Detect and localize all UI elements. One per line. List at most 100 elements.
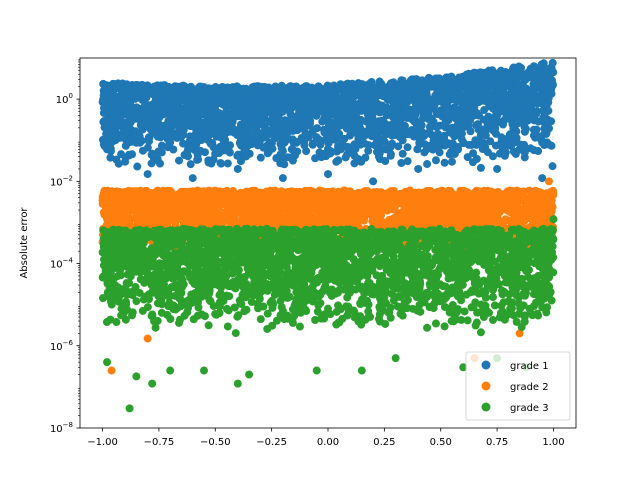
grade-1-point xyxy=(545,83,554,92)
grade-2-point xyxy=(251,186,260,195)
grade-1-point xyxy=(206,123,215,132)
grade-1-point xyxy=(373,86,382,95)
grade-1-point xyxy=(427,118,436,127)
grade-1-point xyxy=(279,118,288,127)
grade-1-point xyxy=(193,100,202,109)
grade-1-point xyxy=(476,70,485,79)
grade-1-point xyxy=(167,102,176,111)
grade-1-point xyxy=(157,141,166,150)
grade-1-point xyxy=(397,159,406,168)
grade-1-point xyxy=(488,152,497,161)
grade-1-point xyxy=(440,120,449,129)
grade-1-point xyxy=(539,70,548,79)
grade-1-point xyxy=(99,79,108,88)
grade-1-point xyxy=(403,157,412,166)
grade-1-point xyxy=(490,74,499,83)
grade-1-point xyxy=(134,113,143,122)
grade-1-point xyxy=(481,86,490,95)
grade-1-point xyxy=(278,147,287,156)
grade-1-point xyxy=(207,89,216,98)
grade-1-point xyxy=(223,159,232,168)
grade-1-point xyxy=(472,108,481,117)
grade-1-point xyxy=(340,95,349,104)
grade-1-point xyxy=(230,101,239,110)
grade-1-point xyxy=(194,84,203,93)
grade-2-point xyxy=(395,212,404,221)
grade-1-point xyxy=(465,90,474,99)
grade-1-point xyxy=(168,114,177,123)
grade-1-point xyxy=(456,130,465,139)
grade-1-point xyxy=(440,134,449,143)
grade-1-point xyxy=(174,130,183,139)
grade-1-point xyxy=(326,149,335,158)
grade-1-point xyxy=(99,108,108,117)
grade-1-point xyxy=(514,65,523,74)
grade-1-point xyxy=(299,137,308,146)
grade-1-point xyxy=(295,111,304,120)
grade-1-point xyxy=(140,106,149,115)
grade-1-point xyxy=(490,96,499,105)
grade-1-point xyxy=(145,137,154,146)
grade-1-point xyxy=(491,124,500,133)
grade-1-point xyxy=(400,130,409,139)
grade-1-point xyxy=(313,86,322,95)
grade-1-point xyxy=(512,80,521,89)
grade-1-point xyxy=(408,125,417,134)
grade-1-point xyxy=(393,87,402,96)
grade-2-point xyxy=(340,206,349,215)
grade-1-point xyxy=(345,125,354,134)
grade-1-point xyxy=(440,158,449,167)
grade-1-point xyxy=(327,83,336,92)
grade-1-point xyxy=(461,76,470,85)
grade-2-point xyxy=(408,212,417,221)
grade-1-point xyxy=(186,160,195,169)
grade-1-point xyxy=(133,162,142,171)
grade-1-point xyxy=(347,87,356,96)
grade-1-point xyxy=(228,117,237,126)
grade-1-point xyxy=(388,127,397,136)
grade-1-point xyxy=(467,140,476,149)
grade-1-point xyxy=(256,115,265,124)
grade-1-point xyxy=(535,78,544,87)
grade-1-point xyxy=(532,109,541,118)
grade-1-point xyxy=(424,76,433,85)
grade-1-point xyxy=(455,81,464,90)
grade-2-point xyxy=(412,202,421,211)
grade-1-point xyxy=(447,141,456,150)
grade-1-point xyxy=(448,123,457,132)
grade-1-point xyxy=(516,140,525,149)
grade-1-point xyxy=(252,103,261,112)
grade-1-point xyxy=(302,147,311,156)
grade-1-point xyxy=(245,87,254,96)
grade-1-point xyxy=(216,133,225,142)
grade-1-point xyxy=(216,158,225,167)
grade-1-point xyxy=(348,93,357,102)
grade-1-point xyxy=(138,146,147,155)
grade-1-point xyxy=(538,174,547,183)
grade-1-point xyxy=(342,142,351,151)
grade-1-point xyxy=(369,177,378,186)
grade-1-point xyxy=(278,174,287,183)
grade-1-point xyxy=(360,131,369,140)
grade-1-point xyxy=(548,162,557,171)
grade-1-point xyxy=(508,113,517,122)
grade-1-point xyxy=(334,100,343,109)
grade-1-point xyxy=(301,129,310,138)
grade-1-point xyxy=(213,108,222,117)
grade-1-point xyxy=(278,154,287,163)
grade-1-point xyxy=(360,81,369,90)
grade-1-point xyxy=(247,140,256,149)
grade-1-point xyxy=(344,118,353,127)
grade-1-point xyxy=(326,93,335,102)
grade-1-point xyxy=(186,82,195,91)
grade-1-point xyxy=(539,106,548,115)
grade-1-point xyxy=(457,108,466,117)
grade-1-point xyxy=(354,155,363,164)
grade-2-point xyxy=(170,204,179,213)
grade-1-point xyxy=(282,135,291,144)
grade-1-point xyxy=(489,114,498,123)
grade-1-point xyxy=(499,135,508,144)
grade-1-point xyxy=(507,140,516,149)
grade-2-point xyxy=(405,186,414,195)
grade-1-point xyxy=(154,119,163,128)
